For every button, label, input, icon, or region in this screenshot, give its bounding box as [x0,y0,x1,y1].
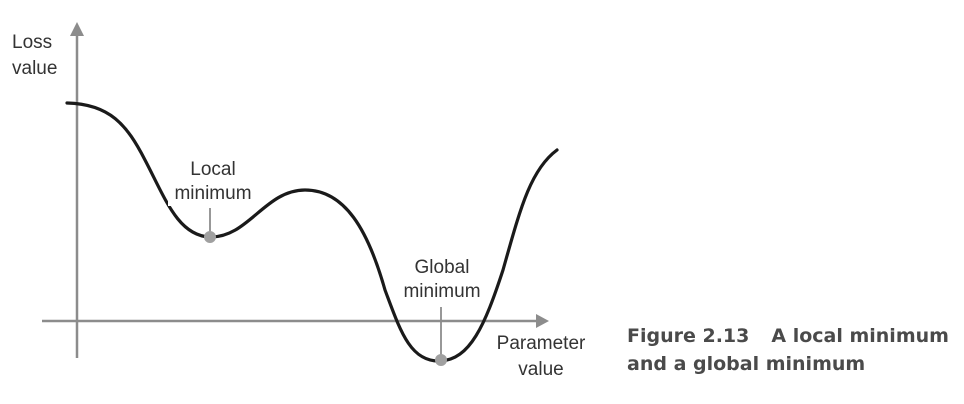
global-minimum-marker [435,354,447,366]
x-axis-arrowhead [536,314,549,328]
global-minimum-label-line2: minimum [403,281,481,302]
local-minimum-label: Local minimum [168,158,258,206]
loss-curve [65,101,559,363]
global-minimum-label: Global minimum [397,256,487,304]
caption-text-line1: A local minimum [771,325,949,347]
caption-figure-number: Figure 2.13 [627,325,750,347]
x-axis-label: Parameter value [492,331,590,383]
caption-line1: Figure 2.13 A local minimum [627,322,949,350]
y-axis-label-line2: value [12,58,58,79]
x-axis-label-line2: value [518,359,564,380]
y-axis-arrowhead [70,22,84,36]
local-minimum-marker [204,231,216,243]
caption-text-line2: and a global minimum [627,353,866,375]
local-minimum-label-line2: minimum [174,183,252,204]
local-minimum-label-line1: Local [190,159,236,180]
x-axis-label-line1: Parameter [496,333,586,354]
figure-caption: Figure 2.13 A local minimum and a global … [627,322,949,378]
y-axis-label-line1: Loss [12,32,53,53]
y-axis-label: Loss value [12,30,57,82]
global-minimum-label-line1: Global [414,257,470,278]
